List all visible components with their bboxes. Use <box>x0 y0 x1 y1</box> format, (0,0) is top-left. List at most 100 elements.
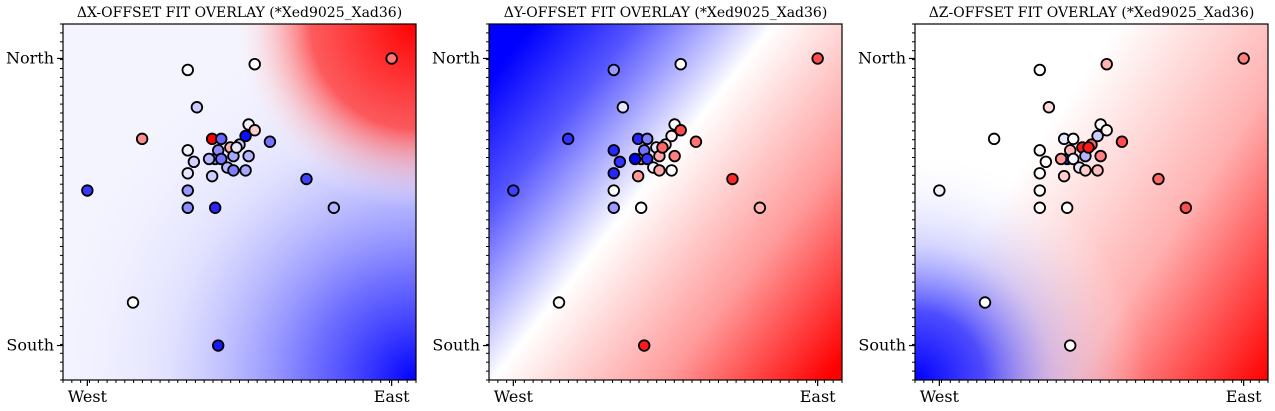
data-point <box>753 201 767 214</box>
x-tick-label: East <box>374 387 410 406</box>
data-point <box>215 132 228 146</box>
minor-ticks <box>486 23 843 383</box>
data-point <box>227 164 240 177</box>
data-point <box>637 339 651 352</box>
data-point <box>181 63 194 77</box>
data-point <box>665 164 678 177</box>
data-point <box>135 132 149 146</box>
data-point <box>653 164 666 177</box>
data-point <box>126 296 140 309</box>
data-point <box>1033 167 1046 180</box>
minor-ticks <box>912 23 1269 383</box>
scatter-points <box>507 52 824 352</box>
data-point <box>1033 144 1046 157</box>
data-point <box>674 124 687 137</box>
data-point <box>616 101 630 114</box>
data-point <box>552 296 566 309</box>
data-point <box>181 201 194 214</box>
data-point <box>1057 169 1071 183</box>
data-point <box>613 155 627 169</box>
data-point <box>1100 57 1113 71</box>
data-point <box>668 149 681 163</box>
data-point <box>978 296 992 309</box>
data-point <box>1094 149 1107 163</box>
data-point <box>1237 52 1250 65</box>
data-point <box>607 184 620 197</box>
data-point <box>181 144 194 157</box>
data-point <box>811 52 824 65</box>
data-point <box>1060 201 1074 214</box>
data-point <box>1033 63 1046 77</box>
x-tick-label: East <box>1226 387 1262 406</box>
y-tick-label: South <box>432 336 480 355</box>
data-point <box>665 129 678 143</box>
x-tick-label: West <box>920 387 960 406</box>
y-tick-label: North <box>432 48 480 67</box>
data-point <box>1063 339 1077 352</box>
panel-title: ΔZ-OFFSET FIT OVERLAY (*Xed9025_Xad36) <box>929 5 1255 21</box>
data-point <box>507 184 520 197</box>
data-point <box>1091 129 1104 143</box>
panel-1-field <box>63 24 416 380</box>
data-point <box>656 141 669 154</box>
panel-3: ΔZ-OFFSET FIT OVERLAY (*Xed9025_Xad36) No… <box>858 5 1269 406</box>
data-point <box>1100 124 1113 137</box>
data-point <box>641 152 654 166</box>
data-point <box>202 152 216 166</box>
data-point <box>239 164 252 177</box>
data-point <box>641 132 654 146</box>
scatter-points <box>933 52 1250 352</box>
data-point <box>300 172 313 186</box>
data-point <box>933 184 946 197</box>
data-point <box>248 57 261 71</box>
panel-title: ΔX-OFFSET FIT OVERLAY (*Xed9025_Xad36) <box>77 5 402 21</box>
data-point <box>1054 152 1068 166</box>
data-point <box>631 169 645 183</box>
y-tick-label: South <box>858 336 906 355</box>
data-point <box>1033 201 1046 214</box>
data-point <box>1039 155 1053 169</box>
data-point <box>1082 141 1095 154</box>
data-point <box>248 124 261 137</box>
data-point <box>1079 164 1092 177</box>
data-point <box>230 141 243 154</box>
data-point <box>607 63 620 77</box>
scatter-points <box>81 52 398 352</box>
y-tick-label: North <box>858 48 906 67</box>
data-point <box>81 184 94 197</box>
data-point <box>1067 132 1080 146</box>
y-tick-label: North <box>6 48 54 67</box>
x-tick-label: East <box>800 387 836 406</box>
data-point <box>689 135 703 148</box>
data-point <box>1033 184 1046 197</box>
data-point <box>628 152 642 166</box>
data-point <box>211 339 225 352</box>
data-point <box>187 155 201 169</box>
data-point <box>1179 201 1193 214</box>
data-point <box>385 52 398 65</box>
data-point <box>561 132 575 146</box>
data-point <box>181 167 194 180</box>
data-point <box>242 149 255 163</box>
data-point <box>607 201 620 214</box>
data-point <box>215 152 228 166</box>
data-point <box>674 57 687 71</box>
data-point <box>1152 172 1165 186</box>
minor-ticks <box>60 23 417 383</box>
data-point <box>634 201 648 214</box>
data-point <box>208 201 222 214</box>
panel-3-field <box>915 24 1268 380</box>
data-point <box>327 201 341 214</box>
data-point <box>1042 101 1056 114</box>
data-point <box>987 132 1001 146</box>
panel-2: ΔY-OFFSET FIT OVERLAY (*Xed9025_Xad36) No… <box>432 5 843 406</box>
data-point <box>726 172 739 186</box>
panel-title: ΔY-OFFSET FIT OVERLAY (*Xed9025_Xad36) <box>504 5 828 21</box>
y-tick-label: South <box>6 336 54 355</box>
data-point <box>1091 164 1104 177</box>
data-point <box>1115 135 1129 148</box>
data-point <box>239 129 252 143</box>
data-point <box>263 135 277 148</box>
x-tick-label: West <box>494 387 534 406</box>
